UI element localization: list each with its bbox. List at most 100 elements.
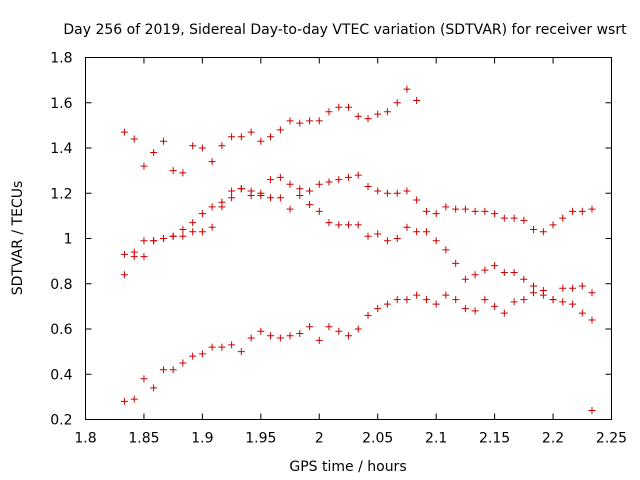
data-point [383,108,391,116]
data-point [345,173,352,181]
data-point [530,225,538,233]
y-tick: 1 [64,232,612,248]
data-point [228,194,236,202]
data-point [140,253,148,261]
data-point [296,119,304,127]
x-tick-label: 1.95 [245,431,276,447]
data-point [150,237,158,245]
data-point [500,268,508,276]
data-point [267,332,275,340]
data-point [452,205,460,213]
data-point [393,296,401,304]
data-point [286,180,294,188]
x-tick-label: 2.15 [479,431,510,447]
data-point [364,232,372,240]
data-point [247,192,255,200]
data-point [481,266,489,274]
data-point [491,262,499,270]
data-point [228,133,236,141]
x-axis-label: GPS time / hours [289,459,406,475]
x-tick: 2.25 [596,57,627,447]
data-point [422,207,430,215]
data-point [189,352,197,360]
data-point [237,348,245,356]
data-point [491,210,499,218]
data-point [578,309,586,317]
data-point [539,291,547,299]
data-point [403,187,411,195]
data-point [120,271,128,279]
data-point [218,343,226,351]
data-point [452,296,460,304]
data-point [471,207,479,215]
data-point [364,182,372,190]
data-point [208,223,216,231]
data-point [354,325,362,333]
y-tick: 0.6 [50,322,612,338]
data-point [413,96,421,104]
data-point [471,271,479,279]
series-outlier [588,406,596,414]
series-lower-middle [120,185,596,304]
y-tick: 0.8 [50,277,612,293]
data-point [539,228,547,236]
data-point [315,207,323,215]
data-point [130,395,138,403]
data-point [169,167,177,175]
data-point [413,228,421,236]
data-point [276,173,284,181]
data-point [442,203,450,211]
x-tick: 1.85 [128,57,160,447]
data-point [520,296,528,304]
data-point [159,366,167,374]
data-point [520,216,528,224]
data-point [306,201,314,209]
data-point [335,176,343,184]
data-point [218,203,226,211]
data-point [559,284,567,292]
data-point [315,180,323,188]
x-tick-label: 2.2 [542,431,564,447]
data-point [228,187,236,195]
x-tick: 1.8 [74,57,97,447]
data-point [325,108,333,116]
data-point [228,341,236,349]
data-point [578,207,586,215]
data-point [159,235,167,242]
data-point [159,137,167,145]
data-point [481,207,489,215]
data-point [325,219,333,227]
data-point [500,214,508,222]
data-point [559,298,567,306]
data-point [354,112,362,120]
data-point [169,366,177,374]
data-point [296,192,304,200]
data-point [208,158,216,166]
x-tick-label: 2.25 [596,431,627,447]
data-point [189,219,197,227]
data-point [267,176,275,184]
data-point [179,359,187,367]
data-point [393,235,401,242]
y-tick-label: 1.6 [50,96,72,112]
data-point [422,228,430,236]
data-point [432,237,440,245]
y-tick: 1.8 [50,51,612,67]
data-point [306,187,314,195]
x-tick-label: 1.8 [74,431,96,447]
data-point [588,289,596,297]
x-tick-label: 2.05 [362,431,393,447]
x-tick-label: 1.9 [191,431,213,447]
data-point [452,259,460,267]
data-point [383,237,391,245]
data-point [237,185,245,193]
x-tick: 1.9 [191,57,214,447]
data-point [267,194,275,202]
y-tick-label: 0.8 [50,277,72,293]
data-point [257,327,265,335]
data-point [374,230,382,238]
data-point [345,103,352,111]
data-point [286,117,294,125]
data-point [491,302,499,310]
x-axis: 1.8 1.85 1.9 1.95 2 2.05 2.1 2.15 2.2 2.25 [74,57,627,447]
